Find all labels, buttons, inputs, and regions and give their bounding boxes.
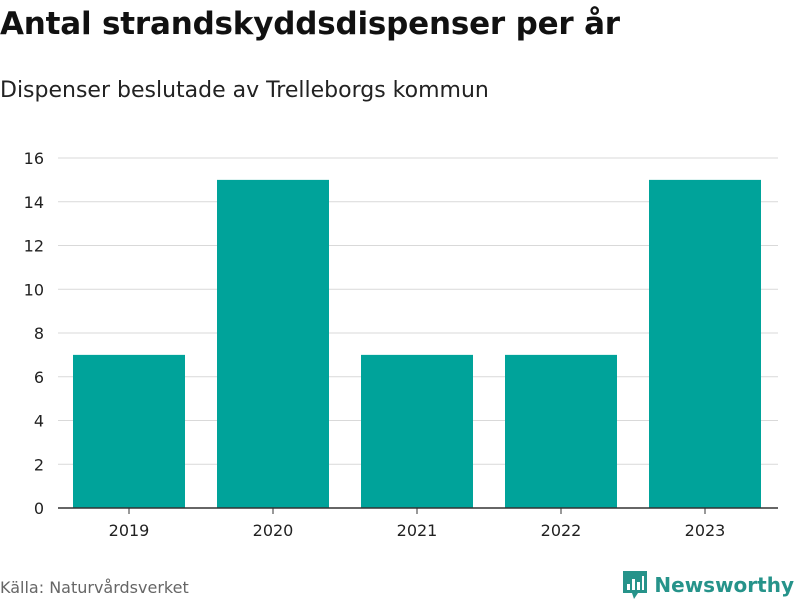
y-tick-label: 0 — [34, 499, 44, 518]
brand-name: Newsworthy — [654, 573, 794, 597]
x-tick-label: 2020 — [253, 521, 294, 540]
y-tick-label: 8 — [34, 324, 44, 343]
bar-2020 — [217, 179, 329, 508]
y-tick-label: 12 — [24, 237, 44, 256]
x-tick-label: 2021 — [397, 521, 438, 540]
y-tick-label: 4 — [34, 412, 44, 431]
x-axis-ticks: 2019 2020 2021 2022 2023 — [109, 508, 726, 540]
y-tick-label: 14 — [24, 193, 44, 212]
x-tick-label: 2022 — [541, 521, 582, 540]
bar-2023 — [649, 179, 761, 508]
x-tick-label: 2019 — [109, 521, 150, 540]
y-tick-label: 16 — [24, 149, 44, 168]
y-tick-label: 2 — [34, 455, 44, 474]
bars — [73, 179, 761, 508]
newsworthy-logo-icon — [623, 571, 648, 599]
y-tick-label: 6 — [34, 368, 44, 387]
bar-2021 — [361, 354, 473, 508]
chart-subtitle: Dispenser beslutade av Trelleborgs kommu… — [0, 78, 489, 103]
y-tick-label: 10 — [24, 280, 44, 299]
bar-2022 — [505, 354, 617, 508]
source-note: Källa: Naturvårdsverket — [0, 578, 189, 597]
bar-2019 — [73, 354, 185, 508]
y-axis-ticks: 0 2 4 6 8 10 12 14 16 — [24, 149, 44, 518]
brand-logo[interactable]: Newsworthy — [622, 570, 794, 600]
x-tick-label: 2023 — [685, 521, 726, 540]
bar-chart: 0 2 4 6 8 10 12 14 16 2019 2020 2021 2022 2023 — [24, 149, 778, 540]
chart-title: Antal strandskyddsdispenser per år — [0, 6, 620, 42]
